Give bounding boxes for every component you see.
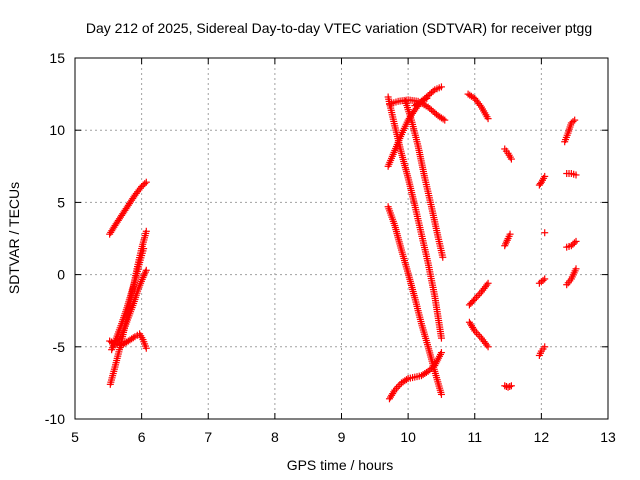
data-point bbox=[474, 331, 482, 339]
y-axis-label: SDTVAR / TECUs bbox=[6, 182, 22, 294]
axis-ticks: 5 6 7 8 9 10 11 12 13 -10 -5 0 5 10 15 bbox=[45, 50, 616, 445]
data-point bbox=[571, 116, 579, 124]
x-tick-label: 8 bbox=[271, 429, 279, 445]
data-point bbox=[439, 253, 447, 261]
plot-frame bbox=[74, 57, 609, 420]
data-point bbox=[507, 382, 515, 390]
y-tick-label: 0 bbox=[57, 267, 65, 283]
x-tick-label: 12 bbox=[534, 429, 550, 445]
data-point bbox=[484, 115, 492, 123]
data-point bbox=[572, 237, 580, 245]
data-point bbox=[437, 349, 445, 357]
y-tick-label: 10 bbox=[49, 122, 65, 138]
data-point bbox=[507, 155, 515, 163]
data-points bbox=[106, 83, 580, 403]
data-point bbox=[476, 101, 484, 109]
data-point bbox=[474, 292, 482, 300]
data-point bbox=[570, 239, 578, 247]
data-point bbox=[484, 343, 492, 351]
x-tick-label: 9 bbox=[338, 429, 346, 445]
data-point bbox=[142, 344, 150, 352]
data-point bbox=[541, 229, 549, 237]
data-point bbox=[539, 276, 547, 284]
y-tick-label: -10 bbox=[45, 411, 65, 427]
data-point bbox=[483, 281, 491, 289]
data-point bbox=[501, 382, 509, 390]
x-tick-label: 7 bbox=[204, 429, 212, 445]
data-point bbox=[394, 383, 402, 391]
grid-lines bbox=[75, 58, 608, 419]
data-point bbox=[142, 266, 150, 274]
data-point bbox=[142, 227, 150, 235]
data-point bbox=[140, 245, 148, 253]
x-axis-label: GPS time / hours bbox=[287, 457, 394, 473]
x-tick-label: 5 bbox=[71, 429, 79, 445]
data-point bbox=[541, 172, 549, 180]
data-point bbox=[469, 297, 477, 305]
data-point bbox=[569, 118, 577, 126]
data-point bbox=[470, 325, 478, 333]
data-point bbox=[429, 87, 437, 95]
x-tick-label: 11 bbox=[467, 429, 482, 445]
data-point bbox=[506, 383, 514, 391]
y-tick-label: 5 bbox=[57, 194, 65, 210]
data-point bbox=[439, 115, 447, 123]
data-point bbox=[390, 388, 398, 396]
data-point bbox=[572, 265, 580, 273]
chart-title: Day 212 of 2025, Sidereal Day-to-day VTE… bbox=[86, 20, 592, 36]
data-point bbox=[484, 279, 492, 287]
x-tick-label: 10 bbox=[400, 429, 416, 445]
data-point bbox=[441, 116, 449, 124]
data-point bbox=[141, 180, 149, 188]
data-point bbox=[437, 83, 445, 91]
data-point bbox=[402, 376, 410, 384]
y-tick-label: -5 bbox=[53, 339, 66, 355]
data-point bbox=[541, 275, 549, 283]
x-tick-label: 13 bbox=[600, 429, 616, 445]
data-point bbox=[437, 334, 445, 342]
x-tick-label: 6 bbox=[138, 429, 146, 445]
data-point bbox=[129, 334, 137, 342]
data-point bbox=[437, 390, 445, 398]
data-point bbox=[483, 341, 491, 349]
data-point bbox=[572, 171, 580, 179]
y-tick-label: 15 bbox=[49, 50, 65, 66]
data-point bbox=[142, 178, 150, 186]
data-point bbox=[506, 230, 514, 238]
data-point bbox=[541, 343, 549, 351]
data-point bbox=[504, 383, 512, 391]
